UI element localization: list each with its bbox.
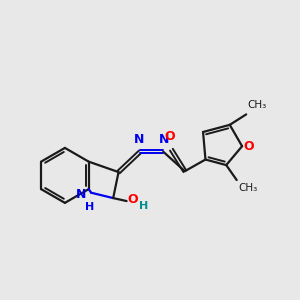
Text: H: H	[139, 201, 148, 212]
Text: CH₃: CH₃	[248, 100, 267, 110]
Text: O: O	[127, 193, 138, 206]
Text: CH₃: CH₃	[238, 183, 257, 193]
Text: N: N	[134, 133, 145, 146]
Text: N: N	[75, 188, 86, 201]
Text: O: O	[243, 140, 254, 153]
Text: H: H	[85, 202, 94, 212]
Text: N: N	[159, 133, 169, 146]
Text: O: O	[165, 130, 175, 143]
